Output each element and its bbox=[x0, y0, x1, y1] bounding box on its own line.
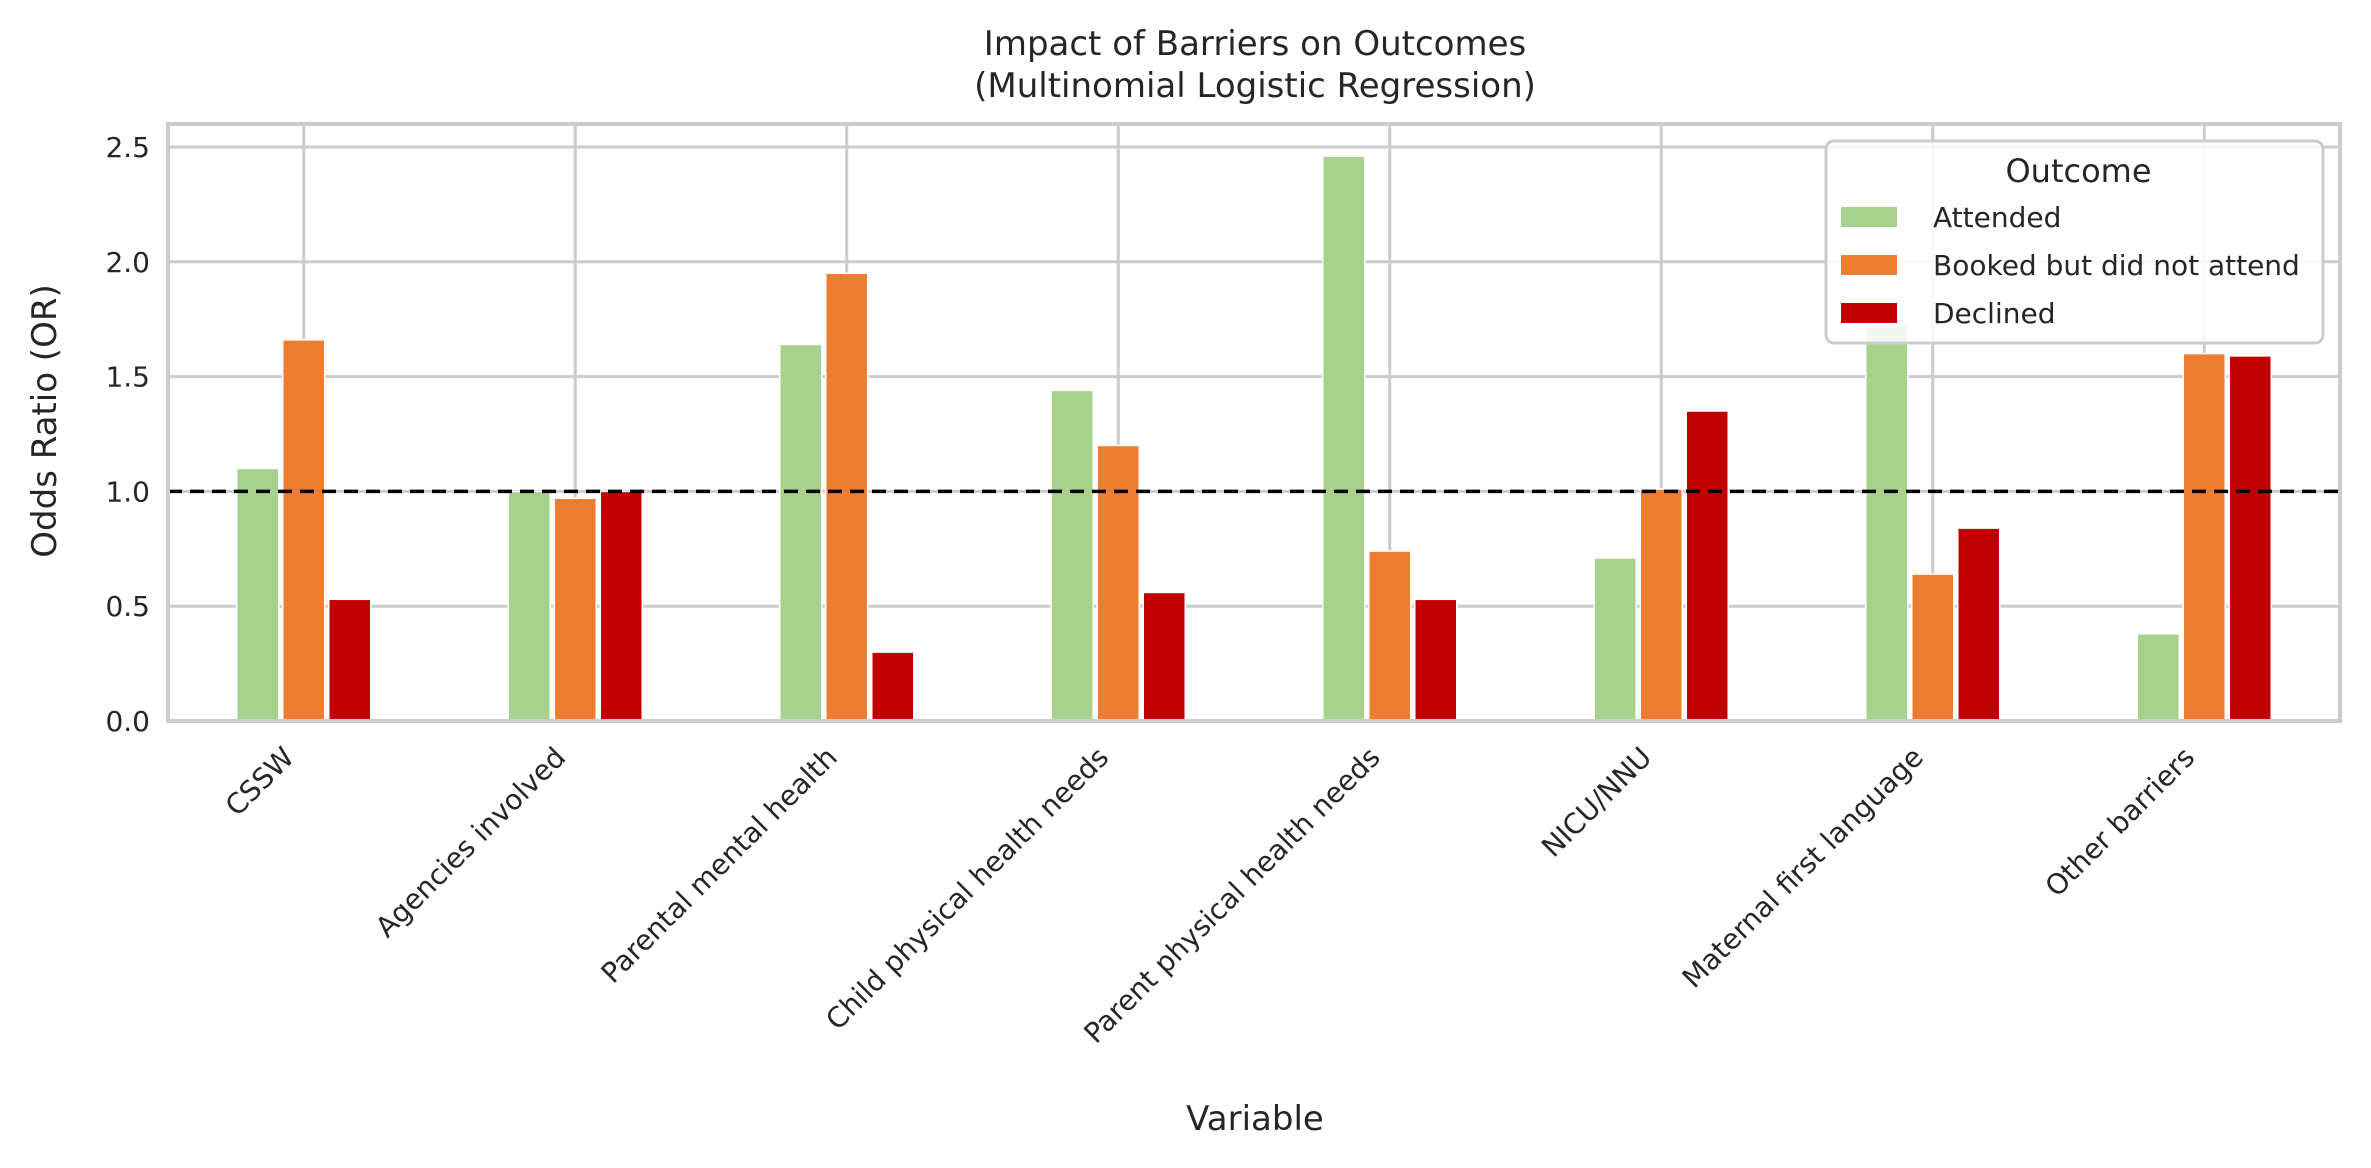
bar-booked-but-did-not-attend bbox=[1096, 444, 1140, 722]
y-tick-label: 0.0 bbox=[105, 705, 150, 738]
x-axis-label: Variable bbox=[1186, 1099, 1324, 1139]
y-tick-label: 2.0 bbox=[105, 246, 150, 279]
legend: Outcome Attended Booked but did not attend… bbox=[1824, 139, 2325, 345]
x-tick-label: Child physical health needs bbox=[819, 741, 1115, 1037]
bar-declined bbox=[871, 651, 915, 722]
chart-title: Impact of Barriers on Outcomes bbox=[984, 24, 1526, 64]
y-tick-label: 0.5 bbox=[105, 590, 150, 623]
bar-declined bbox=[599, 490, 643, 722]
y-tick-label: 1.0 bbox=[105, 475, 150, 508]
bar-booked-but-did-not-attend bbox=[2182, 352, 2226, 722]
x-tick-label: Other barriers bbox=[2039, 741, 2202, 904]
bar-declined bbox=[1957, 527, 2001, 722]
bar-booked-but-did-not-attend bbox=[1911, 573, 1955, 722]
bar-booked-but-did-not-attend bbox=[553, 497, 597, 722]
x-tick-label: Agencies involved bbox=[369, 741, 572, 944]
bar-attended bbox=[2136, 632, 2180, 722]
x-tick-label: CSSW bbox=[219, 741, 301, 823]
bar-booked-but-did-not-attend bbox=[825, 272, 869, 722]
bar-declined bbox=[1142, 591, 1186, 722]
legend-entry-label: Booked but did not attend bbox=[1933, 249, 2300, 282]
bar-attended bbox=[507, 490, 551, 722]
legend-entry-label: Attended bbox=[1933, 201, 2061, 234]
bar-attended bbox=[1322, 155, 1366, 722]
y-axis-label: Odds Ratio (OR) bbox=[25, 284, 65, 557]
legend-title: Outcome bbox=[2005, 152, 2151, 190]
bar-declined bbox=[328, 598, 372, 722]
plot-border bbox=[166, 122, 2342, 723]
chart-subtitle: (Multinomial Logistic Regression) bbox=[974, 66, 1536, 106]
legend-entry-label: Declined bbox=[1933, 297, 2056, 330]
x-tick-label: Maternal first language bbox=[1676, 741, 1930, 995]
y-tick-label: 1.5 bbox=[105, 361, 150, 394]
bar-booked-but-did-not-attend bbox=[1639, 488, 1683, 722]
x-tick-label: Parental mental health bbox=[595, 741, 844, 990]
bar-attended bbox=[779, 343, 823, 722]
bar-declined bbox=[1685, 410, 1729, 722]
bar-booked-but-did-not-attend bbox=[282, 339, 326, 722]
legend-swatch bbox=[1841, 207, 1897, 227]
bar-attended bbox=[236, 467, 280, 722]
y-tick-label: 2.5 bbox=[105, 131, 150, 164]
bar-attended bbox=[1865, 325, 1909, 722]
bar-declined bbox=[1414, 598, 1458, 722]
bar-attended bbox=[1050, 389, 1094, 722]
bar-booked-but-did-not-attend bbox=[1368, 550, 1412, 722]
bar-attended bbox=[1593, 557, 1637, 722]
bar-declined bbox=[2228, 355, 2272, 722]
x-tick-label: Parent physical health needs bbox=[1077, 741, 1386, 1050]
plot-frame bbox=[166, 122, 2342, 723]
legend-box bbox=[1824, 139, 2325, 345]
legend-swatch bbox=[1841, 255, 1897, 275]
legend-swatch bbox=[1841, 303, 1897, 323]
x-tick-label: NICU/NNU bbox=[1535, 741, 1658, 864]
bars-group bbox=[236, 155, 2272, 722]
